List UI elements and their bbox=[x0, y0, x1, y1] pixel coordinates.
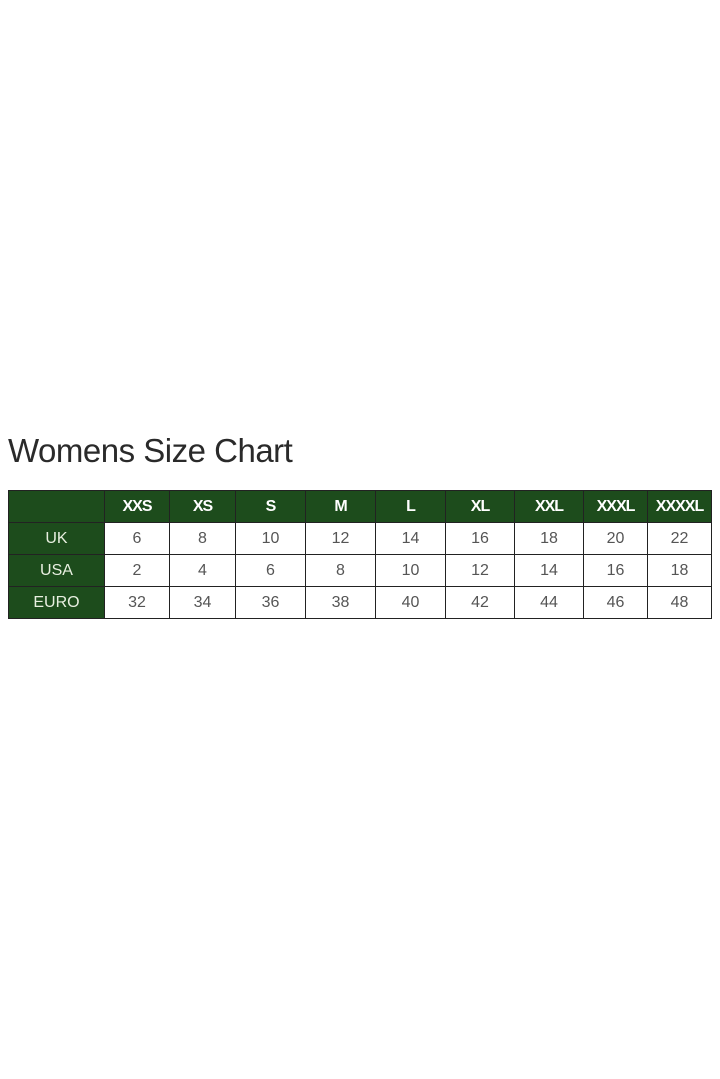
row-header: USA bbox=[8, 554, 105, 587]
table-cell: 6 bbox=[104, 522, 170, 555]
table-cell: 8 bbox=[305, 554, 376, 587]
table-cell: 14 bbox=[514, 554, 584, 587]
table-cell: 12 bbox=[305, 522, 376, 555]
table-cell: 10 bbox=[375, 554, 446, 587]
table-cell: 38 bbox=[305, 586, 376, 619]
row-header: EURO bbox=[8, 586, 105, 619]
column-header: L bbox=[375, 490, 446, 523]
table-cell: 4 bbox=[169, 554, 236, 587]
table-cell: 18 bbox=[514, 522, 584, 555]
table-cell: 42 bbox=[445, 586, 515, 619]
table-cell: 36 bbox=[235, 586, 306, 619]
table-cell: 44 bbox=[514, 586, 584, 619]
table-cell: 16 bbox=[445, 522, 515, 555]
table-cell: 2 bbox=[104, 554, 170, 587]
column-header: M bbox=[305, 490, 376, 523]
table-row: EURO 32 34 36 38 40 42 44 46 48 bbox=[8, 586, 712, 619]
table-cell: 20 bbox=[583, 522, 648, 555]
table-cell: 8 bbox=[169, 522, 236, 555]
table-cell: 48 bbox=[647, 586, 712, 619]
table-cell: 6 bbox=[235, 554, 306, 587]
page-title: Womens Size Chart bbox=[8, 432, 293, 469]
column-header bbox=[8, 490, 105, 523]
row-header: UK bbox=[8, 522, 105, 555]
header-row: XXS XS S M L XL XXL XXXL XXXXL bbox=[8, 490, 712, 523]
table-cell: 34 bbox=[169, 586, 236, 619]
column-header: XXL bbox=[514, 490, 584, 523]
column-header: XL bbox=[445, 490, 515, 523]
column-header: XXS bbox=[104, 490, 170, 523]
column-header: XXXL bbox=[583, 490, 648, 523]
table-cell: 46 bbox=[583, 586, 648, 619]
table-cell: 10 bbox=[235, 522, 306, 555]
table-row: USA 2 4 6 8 10 12 14 16 18 bbox=[8, 554, 712, 587]
table-row: UK 6 8 10 12 14 16 18 20 22 bbox=[8, 522, 712, 555]
table-cell: 40 bbox=[375, 586, 446, 619]
table-cell: 18 bbox=[647, 554, 712, 587]
size-chart-table: XXS XS S M L XL XXL XXXL XXXXL UK 6 8 10 12 14 16 18 20 2… bbox=[8, 490, 712, 619]
column-header: XS bbox=[169, 490, 236, 523]
table-cell: 22 bbox=[647, 522, 712, 555]
table-cell: 12 bbox=[445, 554, 515, 587]
column-header: XXXXL bbox=[647, 490, 712, 523]
table-cell: 16 bbox=[583, 554, 648, 587]
table-cell: 32 bbox=[104, 586, 170, 619]
table-cell: 14 bbox=[375, 522, 446, 555]
column-header: S bbox=[235, 490, 306, 523]
